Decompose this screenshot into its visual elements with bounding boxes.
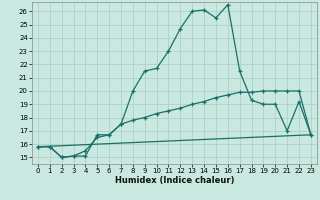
X-axis label: Humidex (Indice chaleur): Humidex (Indice chaleur) [115, 176, 234, 185]
